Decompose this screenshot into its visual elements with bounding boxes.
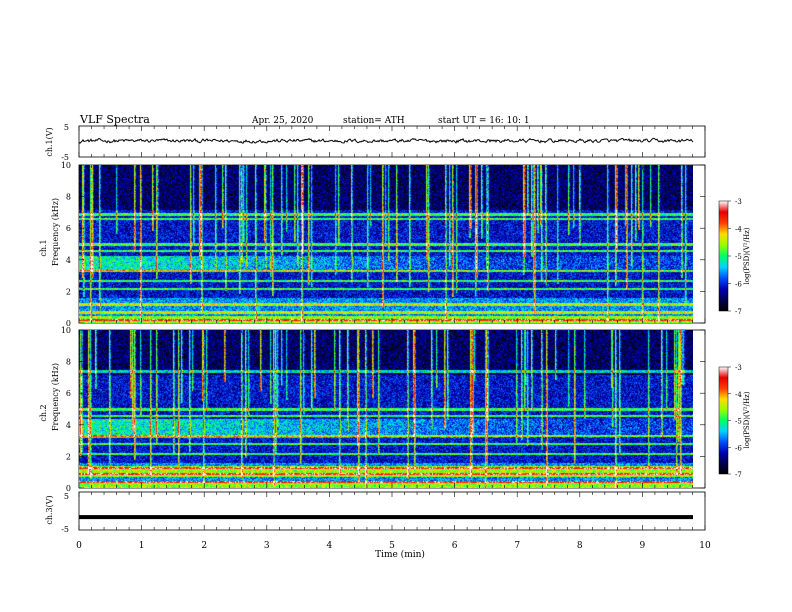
y-tick-label-8: 8 bbox=[66, 358, 71, 367]
ch2-spectrogram-heatmap bbox=[79, 330, 693, 488]
y-tick-label-10: 10 bbox=[61, 326, 71, 335]
station-label: station= ATH bbox=[343, 116, 405, 126]
x-tick-label-9: 9 bbox=[640, 541, 646, 551]
ch1-waveform-ticks bbox=[78, 126, 706, 157]
y-tick-label-8: 8 bbox=[66, 193, 71, 202]
x-tick-label-4: 4 bbox=[327, 541, 333, 551]
colorbar-tick--4: -4 bbox=[735, 391, 742, 399]
colorbar-tick--3: -3 bbox=[735, 364, 742, 372]
ch1-colorbar-ticks: -3 -4 -5 -6 -7 bbox=[728, 198, 742, 316]
ch2-spectrogram-ylabel-line1: ch.2 bbox=[39, 404, 48, 421]
ch3-ylabel: ch.3(V) bbox=[45, 495, 54, 524]
time-axis-label: Time (min) bbox=[375, 549, 425, 560]
ch1-ytick-top: 5 bbox=[64, 123, 69, 132]
x-tick-label-5: 5 bbox=[389, 541, 395, 551]
ch3-waveform-frame bbox=[78, 491, 706, 531]
ch3-waveform-panel: 5 -5 ch.3(V) bbox=[45, 491, 706, 534]
ch1-spectrogram-yticks: 0 2 4 6 8 10 bbox=[61, 161, 705, 328]
ch3-ytick-bottom: -5 bbox=[61, 525, 69, 534]
ch2-spectrogram-yticks: 0 2 4 6 8 10 bbox=[61, 326, 705, 493]
start-ut-label: start UT = 16: 10: 1 bbox=[438, 116, 530, 126]
colorbar-tick--5: -5 bbox=[735, 253, 742, 261]
ch3-waveform-ticks bbox=[78, 492, 706, 530]
date-label: Apr. 25, 2020 bbox=[251, 116, 314, 126]
ch1-colorbar: -3 -4 -5 -6 -7 log(PSD)(V²/Hz) bbox=[718, 198, 751, 316]
x-tick-label-2: 2 bbox=[201, 541, 207, 551]
ch1-colorbar-label: log(PSD)(V²/Hz) bbox=[743, 227, 751, 284]
y-tick-label-0: 0 bbox=[66, 484, 71, 493]
ch1-spectrogram-ylabel-line2: Frequency (kHz) bbox=[51, 198, 60, 266]
colorbar-tick--3: -3 bbox=[735, 198, 742, 206]
y-tick-label-6: 6 bbox=[66, 389, 71, 398]
y-tick-label-0: 0 bbox=[66, 319, 71, 328]
ch2-spectrogram-xticks bbox=[78, 330, 706, 488]
ch2-colorbar-ticks: -3 -4 -5 -6 -7 bbox=[728, 364, 742, 479]
ch2-colorbar-label: log(PSD)(V²/Hz) bbox=[743, 391, 751, 448]
ch1-ylabel: ch.1(V) bbox=[45, 127, 54, 156]
y-tick-label-6: 6 bbox=[66, 224, 71, 233]
ch2-spectrogram-panel: 0 2 4 6 8 10 ch.2 Frequency (kHz) bbox=[39, 326, 706, 493]
ch1-colorbar-gradient bbox=[719, 201, 728, 311]
x-tick-label-8: 8 bbox=[577, 541, 583, 551]
colorbar-tick--5: -5 bbox=[735, 418, 742, 426]
time-axis: 0 1 2 3 4 5 6 7 8 9 10 bbox=[76, 541, 711, 551]
y-tick-label-4: 4 bbox=[66, 256, 71, 265]
x-tick-label-6: 6 bbox=[452, 541, 458, 551]
colorbar-tick--6: -6 bbox=[735, 444, 742, 452]
ch1-spectrogram-ylabel-line1: ch.1 bbox=[39, 239, 48, 256]
y-tick-label-4: 4 bbox=[66, 421, 71, 430]
ch2-colorbar-gradient bbox=[719, 367, 728, 474]
x-tick-label-0: 0 bbox=[76, 541, 82, 551]
y-tick-label-2: 2 bbox=[66, 452, 71, 461]
figure-title: VLF Spectra bbox=[79, 113, 150, 126]
colorbar-tick--7: -7 bbox=[735, 308, 742, 316]
colorbar-tick--6: -6 bbox=[735, 281, 742, 289]
y-tick-label-2: 2 bbox=[66, 287, 71, 296]
x-tick-label-1: 1 bbox=[139, 541, 145, 551]
ch2-colorbar: -3 -4 -5 -6 -7 log(PSD)(V²/Hz) bbox=[718, 364, 751, 479]
colorbar-tick--7: -7 bbox=[735, 471, 742, 479]
ch3-ytick-top: 5 bbox=[64, 492, 69, 501]
colorbar-tick--4: -4 bbox=[735, 226, 742, 234]
ch1-spectrogram-heatmap bbox=[79, 165, 693, 323]
ch2-spectrogram-ylabel-line2: Frequency (kHz) bbox=[51, 363, 60, 431]
ch1-ytick-bottom: -5 bbox=[61, 153, 69, 162]
ch3-waveform-line bbox=[79, 515, 693, 520]
x-tick-label-3: 3 bbox=[264, 541, 270, 551]
ch1-spectrogram-xticks bbox=[78, 165, 706, 323]
ch1-spectrogram-panel: 0 2 4 6 8 10 ch.1 Frequency (kHz) bbox=[39, 161, 706, 328]
y-tick-label-10: 10 bbox=[61, 161, 71, 170]
ch1-waveform-line bbox=[78, 137, 694, 144]
ch1-waveform-panel: 5 -5 ch.1(V) bbox=[45, 123, 706, 162]
x-tick-label-10: 10 bbox=[699, 541, 711, 551]
x-tick-label-7: 7 bbox=[514, 541, 520, 551]
